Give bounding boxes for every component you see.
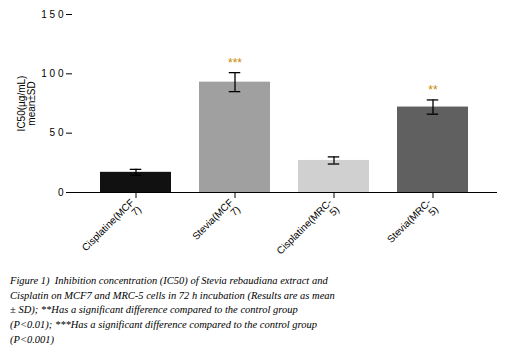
svg-text:IC50(µg/mL)mean±SD: IC50(µg/mL)mean±SD xyxy=(16,76,37,132)
svg-text:1 5 0: 1 5 0 xyxy=(41,9,64,20)
svg-text:***: *** xyxy=(228,56,242,70)
svg-text:Stevia(MCF7): Stevia(MCF7) xyxy=(190,197,242,249)
svg-text:5 0: 5 0 xyxy=(50,127,64,138)
svg-text:1 0 0: 1 0 0 xyxy=(41,68,64,79)
svg-text:**: ** xyxy=(428,83,438,97)
svg-text:Cisplatine(MRC-5): Cisplatine(MRC-5) xyxy=(274,197,341,264)
svg-text:0: 0 xyxy=(58,187,64,198)
svg-text:Stevia(MRC-5): Stevia(MRC-5) xyxy=(385,197,440,252)
svg-text:Cisplatine(MCF7): Cisplatine(MCF7) xyxy=(80,197,144,261)
html-text:Figure 1) Inhibition concentra: Figure 1) Inhibition concentration (IC50… xyxy=(10,275,335,345)
